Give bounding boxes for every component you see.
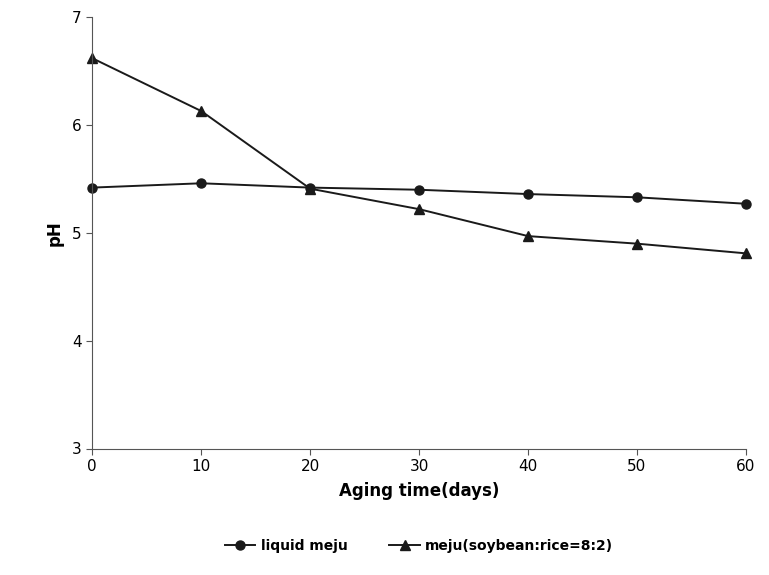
meju(soybean:rice=8:2) (305, 185, 315, 192)
Y-axis label: pH: pH (46, 220, 64, 246)
liquid meju (632, 194, 641, 201)
meju(soybean:rice=8:2) (632, 240, 641, 247)
meju(soybean:rice=8:2) (414, 206, 424, 213)
meju(soybean:rice=8:2) (524, 233, 533, 240)
liquid meju (741, 200, 751, 207)
meju(soybean:rice=8:2) (741, 250, 751, 257)
Line: meju(soybean:rice=8:2): meju(soybean:rice=8:2) (88, 53, 751, 258)
Line: liquid meju: liquid meju (88, 179, 751, 208)
Legend: liquid meju, meju(soybean:rice=8:2): liquid meju, meju(soybean:rice=8:2) (219, 533, 619, 558)
X-axis label: Aging time(days): Aging time(days) (339, 482, 499, 500)
liquid meju (88, 184, 97, 191)
liquid meju (414, 186, 424, 193)
meju(soybean:rice=8:2) (88, 55, 97, 62)
liquid meju (524, 191, 533, 198)
liquid meju (305, 184, 315, 191)
liquid meju (197, 180, 206, 187)
meju(soybean:rice=8:2) (197, 108, 206, 114)
